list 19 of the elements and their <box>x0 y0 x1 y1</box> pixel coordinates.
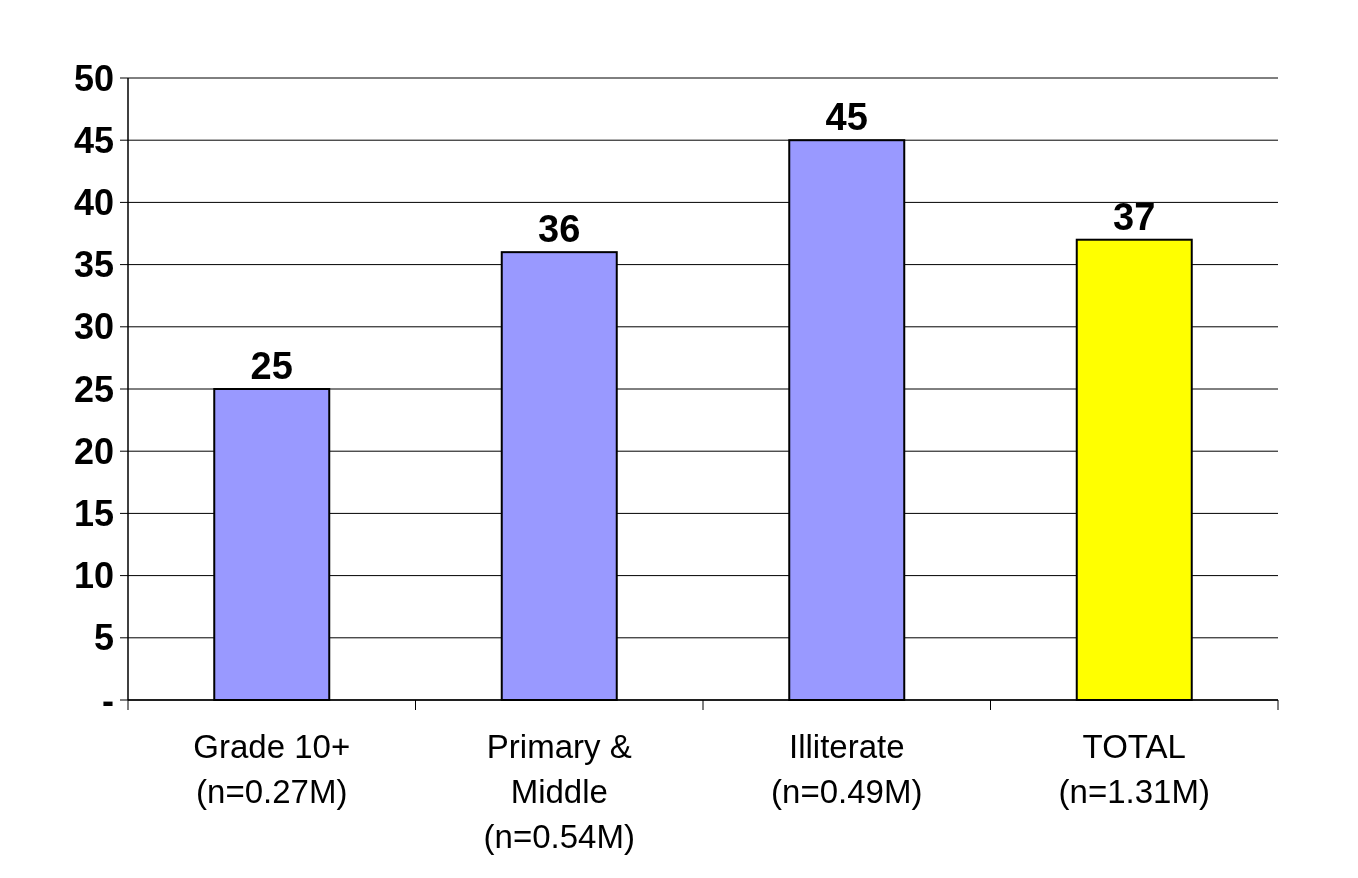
data-label: 25 <box>250 345 293 387</box>
y-tick-label: 50 <box>73 57 114 99</box>
y-tick-label: 25 <box>73 368 114 410</box>
y-tick-label: 10 <box>73 555 114 597</box>
x-tick-label: TOTAL (n=1.31M) <box>1058 728 1210 810</box>
data-label: 36 <box>538 208 581 251</box>
x-tick-label: Grade 10+ (n=0.27M) <box>193 728 351 810</box>
y-tick-label: 30 <box>73 306 114 348</box>
y-tick-label: 40 <box>73 182 114 223</box>
y-tick-label: 35 <box>73 244 114 286</box>
data-label: 45 <box>825 96 868 139</box>
x-tick-label: Illiterate (n=0.49M) <box>771 728 923 810</box>
y-tick-label: 20 <box>73 430 114 472</box>
y-tick-label: 45 <box>73 119 114 161</box>
data-label: 37 <box>1113 195 1156 238</box>
y-tick-label: 15 <box>73 493 114 534</box>
y-tick-label: - <box>102 679 114 721</box>
y-tick-label: 5 <box>93 617 114 659</box>
x-tick-label: Primary & Middle (n=0.54M) <box>483 728 635 855</box>
